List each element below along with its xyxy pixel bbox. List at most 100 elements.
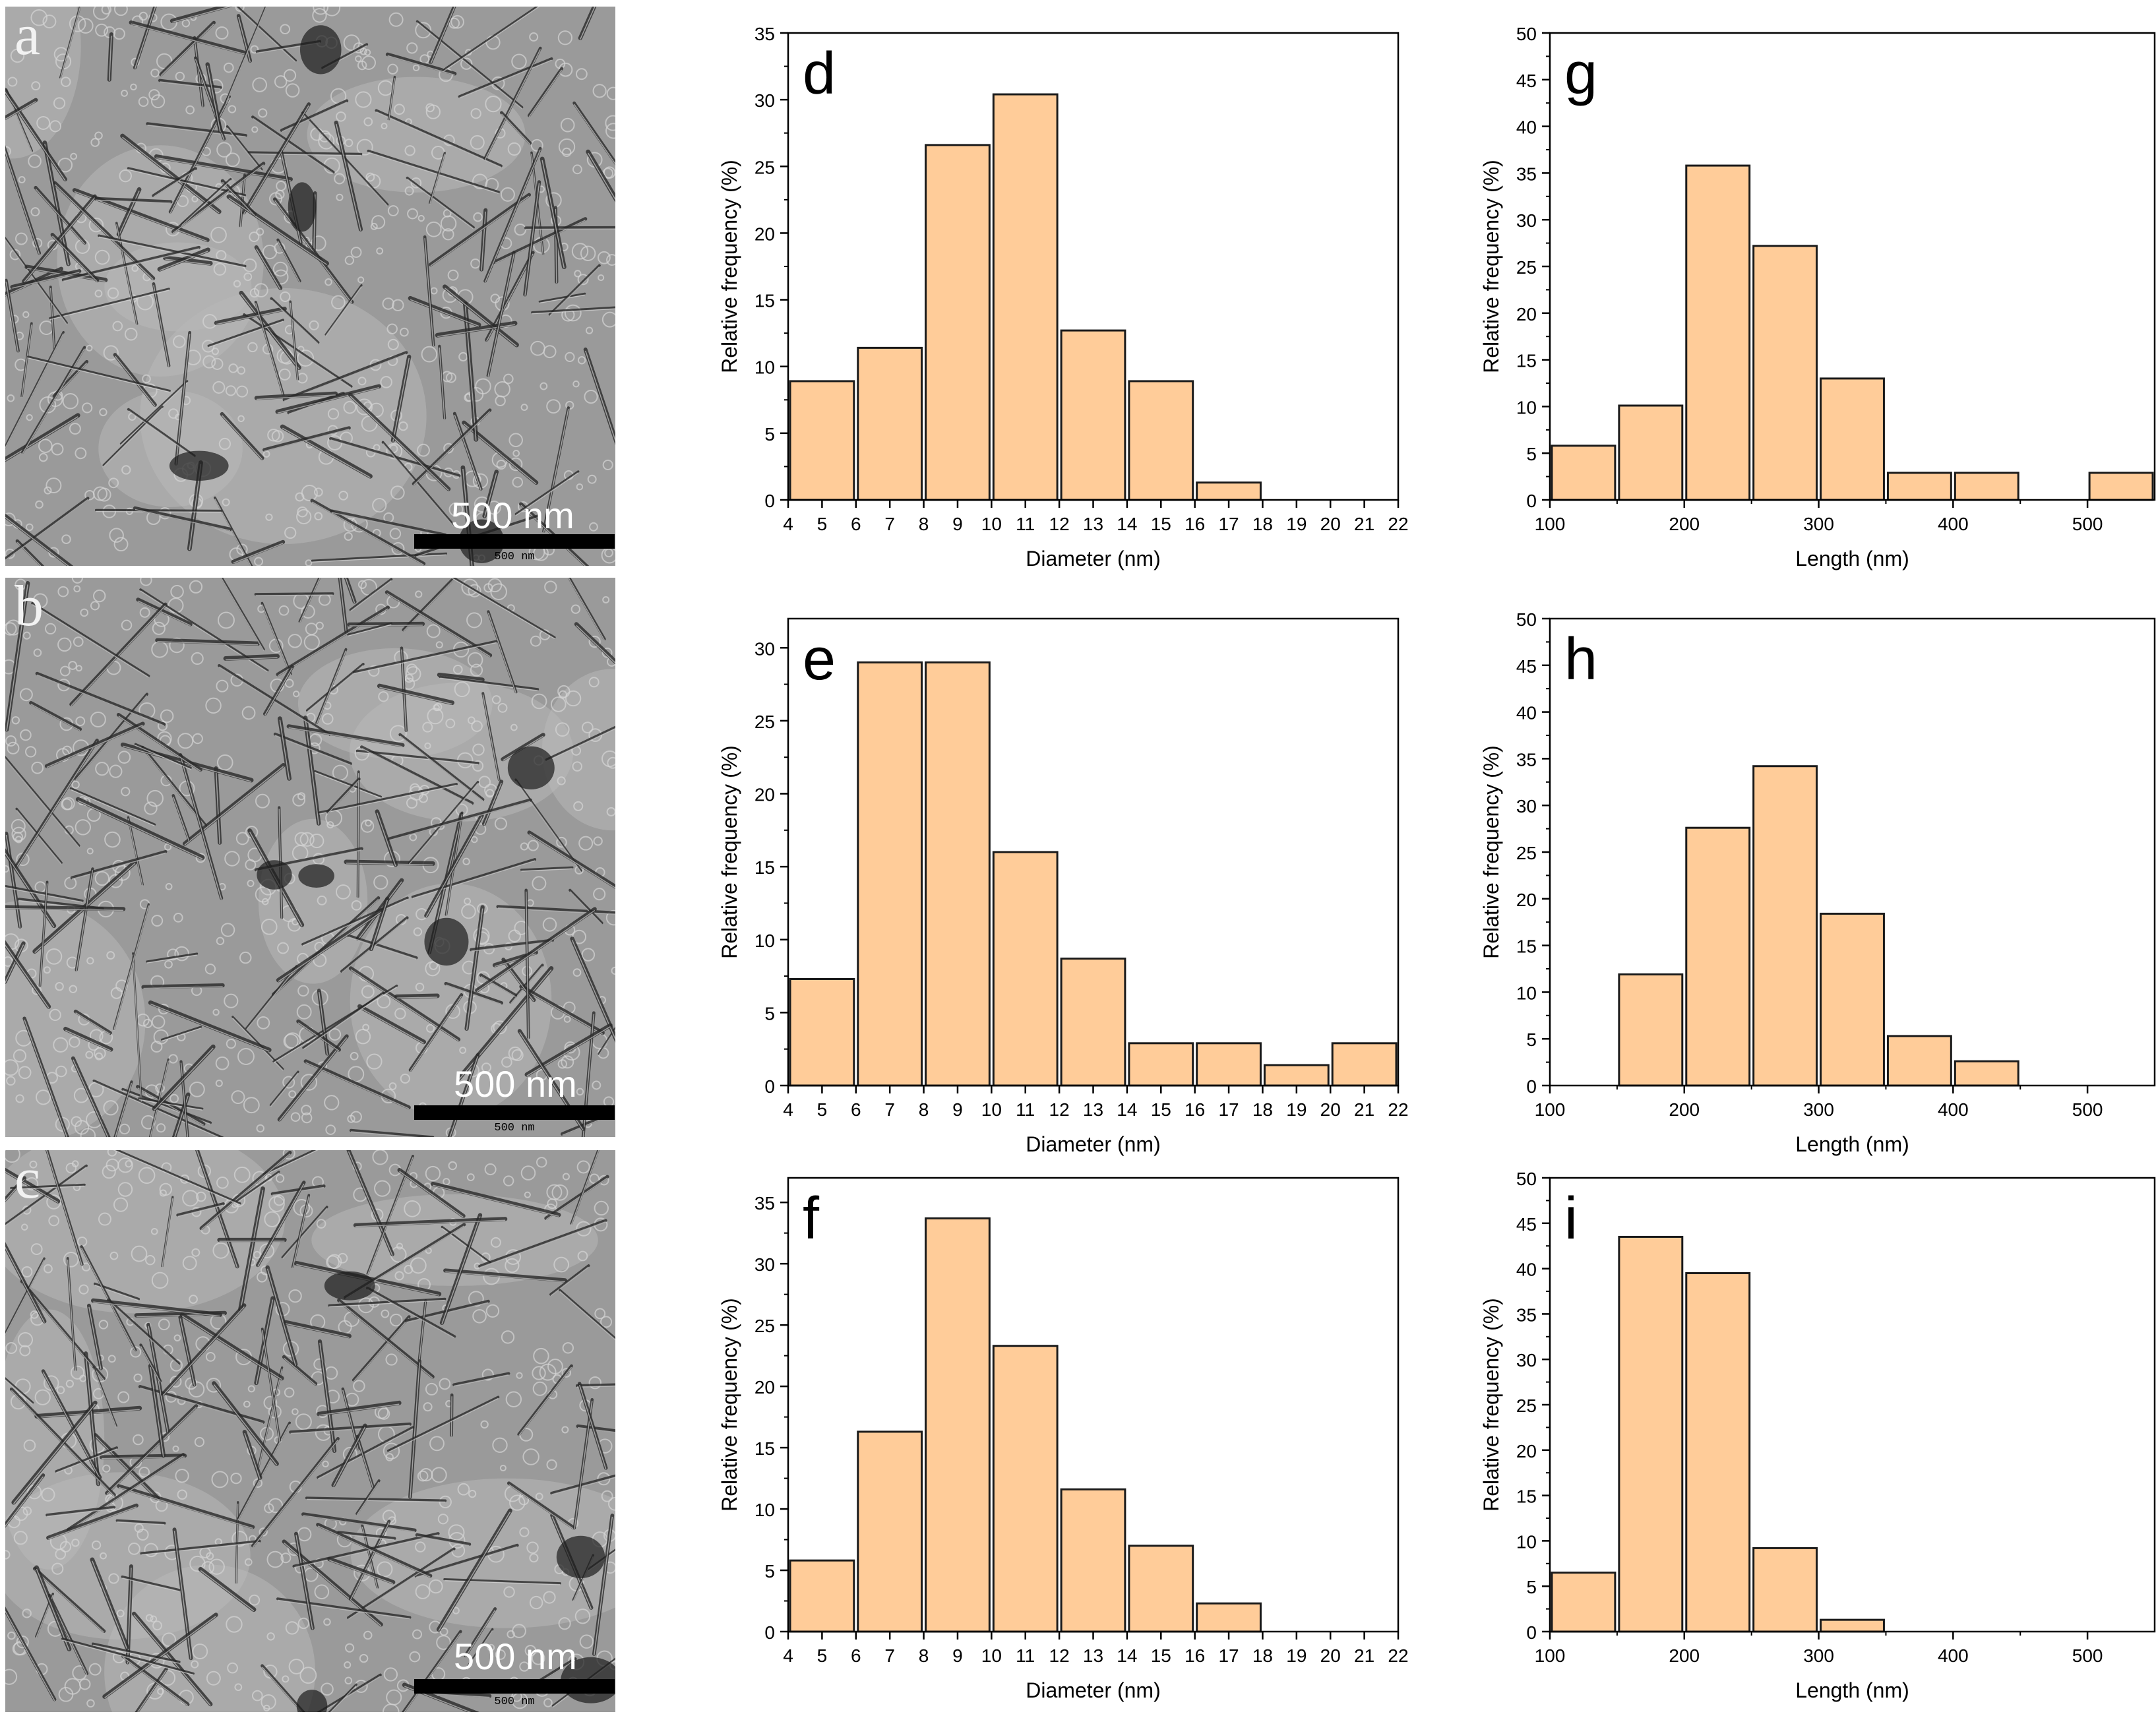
tem-vesicle [23, 1439, 36, 1452]
x-tick-label: 21 [1354, 514, 1374, 534]
tem-nanocrystal [92, 1079, 224, 1137]
tem-nanocrystal-edge [5, 150, 40, 255]
tem-nanocrystal-edge [32, 603, 149, 678]
x-tick-label: 200 [1669, 1099, 1700, 1120]
tem-vesicle [249, 231, 260, 243]
tem-vesicle [461, 578, 479, 596]
tem-nanocrystal-edge [539, 294, 585, 304]
tem-vesicle [389, 1313, 403, 1327]
tem-vesicle [579, 1634, 594, 1649]
tem-nanocrystal-edge [348, 624, 392, 636]
tem-nanocrystal-edge [237, 16, 251, 63]
tem-nanocrystal-edge [181, 179, 231, 226]
tem-nanocrystal [273, 732, 352, 766]
tem-vesicle [5, 1550, 11, 1560]
tem-nanocrystal-edge [454, 1374, 509, 1387]
tem-nanocrystal-edge [122, 1657, 189, 1706]
tem-vesicle [470, 259, 481, 269]
tem-vesicle [519, 1527, 530, 1537]
tem-vesicle [605, 123, 615, 139]
tem-nanocrystal [141, 983, 225, 989]
tem-vesicle [256, 1124, 264, 1133]
tem-vesicle [57, 158, 73, 173]
tem-nanocrystal-edge [36, 674, 164, 726]
tem-vesicle [345, 1643, 355, 1653]
tem-nanocrystal-edge [103, 408, 163, 467]
tem-nanocrystal [483, 46, 542, 160]
tem-vesicle [344, 1661, 352, 1669]
x-tick-label: 13 [1083, 1099, 1103, 1120]
tem-nanocrystal [35, 671, 166, 726]
y-tick-label: 10 [755, 931, 775, 951]
tem-nanocrystal [431, 1181, 561, 1217]
tem-vesicle [91, 1540, 102, 1550]
tem-vesicle [115, 979, 128, 992]
tem-nanocrystal-edge [417, 1535, 470, 1547]
tem-vesicle [429, 1579, 443, 1594]
tem-vesicle [278, 368, 291, 381]
tem-vesicle [336, 193, 344, 201]
tem-vesicle [381, 123, 388, 130]
x-tick-label: 500 [2072, 514, 2103, 534]
tem-nanocrystal [317, 1426, 415, 1479]
tem-nanocrystal-edge [348, 1151, 393, 1256]
tem-vesicle [424, 742, 431, 750]
tem-vesicle [30, 207, 40, 217]
y-tick-label: 5 [764, 424, 775, 445]
tem-nanocrystal [538, 292, 586, 303]
tem-micrograph-a: a 500 nm 500 nm [5, 7, 615, 566]
tem-nanocrystal-edge [476, 909, 596, 993]
tem-nanocrystal-edge [430, 7, 456, 64]
tem-vesicle [119, 1123, 131, 1135]
tem-nanocrystal-edge [122, 137, 220, 214]
tem-vesicle [386, 323, 398, 334]
tem-vesicle [472, 173, 488, 189]
y-tick-label: 30 [755, 638, 775, 659]
tem-nanocrystal [5, 1377, 34, 1404]
tem-nanocrystal-edge [481, 211, 486, 271]
tem-vesicle [206, 1552, 214, 1560]
tem-nanocrystal [348, 1519, 391, 1601]
tem-vesicle [65, 1380, 74, 1388]
tem-vesicle [53, 1037, 69, 1053]
tem-vesicle [109, 764, 123, 778]
tem-vesicle [182, 1256, 197, 1271]
tem-nanocrystal [443, 1268, 567, 1283]
tem-nanocrystal [347, 622, 392, 636]
tem-vesicle [605, 909, 615, 926]
tem-vesicle [102, 1165, 116, 1179]
y-tick-label: 25 [755, 1316, 775, 1336]
tem-nanocrystal-edge [122, 1578, 179, 1592]
tem-nanocrystal [92, 1642, 181, 1663]
tem-vesicle [561, 308, 575, 322]
tem-vesicle [215, 26, 229, 40]
tem-nanocrystal-edge [5, 758, 80, 847]
tem-nanocrystal-edge [49, 290, 169, 321]
histogram-h-length: 0 5 10 15 20 25 30 35 40 45 50 100 200 300 400 500 Lengt… [1465, 599, 2156, 1166]
tem-vesicle [102, 1464, 111, 1473]
tem-vesicle [6, 1076, 16, 1086]
tem-vesicle [520, 404, 528, 411]
tem-vesicle [417, 443, 430, 457]
tem-vesicle [355, 55, 362, 63]
tem-vesicle [501, 1330, 515, 1344]
tem-nanocrystal-edge [526, 1026, 611, 1076]
tem-nanocrystal-edge [143, 986, 223, 989]
tem-nanocrystal-edge [139, 1099, 203, 1111]
tem-vesicle [243, 272, 253, 282]
tem-vesicle [501, 1057, 512, 1068]
tem-nanocrystal-edge [216, 309, 285, 325]
histogram-bar [1752, 765, 1818, 1087]
tem-vesicle [356, 138, 373, 156]
tem-vesicle [383, 1442, 400, 1459]
tem-vesicle [343, 400, 357, 414]
tem-nanocrystal-edge [410, 996, 462, 1072]
tem-vesicle [606, 254, 615, 266]
x-tick-label: 7 [884, 1645, 895, 1666]
tem-vesicle [57, 637, 72, 652]
tem-nanocrystal-edge [21, 1282, 105, 1381]
tem-vesicle [15, 1094, 24, 1103]
tem-vesicle [514, 223, 527, 236]
tem-vesicle [512, 450, 520, 457]
tem-vesicle [38, 452, 48, 462]
